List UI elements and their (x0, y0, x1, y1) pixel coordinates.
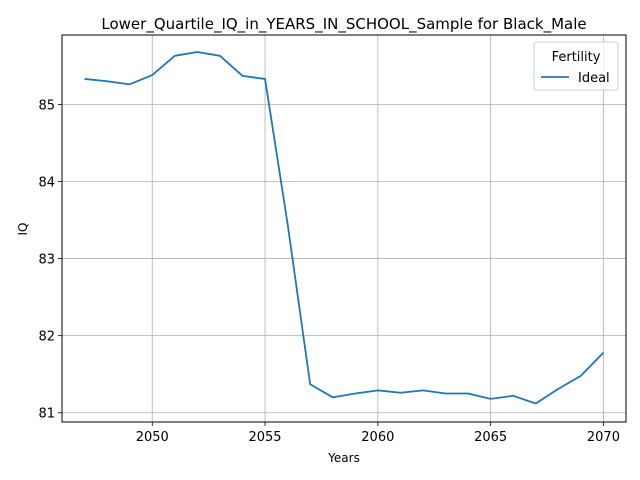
y-axis-label: IQ (16, 223, 30, 236)
y-tick-label: 84 (38, 175, 55, 190)
x-tick-label: 2050 (136, 430, 169, 445)
x-tick-label: 2055 (248, 430, 281, 445)
legend-box (533, 41, 619, 91)
plot-area-background (62, 35, 626, 422)
y-tick-label: 82 (38, 330, 55, 345)
y-tick-label: 85 (38, 98, 55, 113)
x-tick-label: 2060 (361, 430, 394, 445)
legend: Fertility Ideal (533, 41, 619, 91)
series-line-ideal (84, 51, 605, 405)
x-tick-label: 2070 (587, 430, 620, 445)
grid-lines (62, 35, 626, 422)
y-tick-label: 81 (38, 407, 55, 422)
series-layer (84, 51, 605, 405)
legend-label-ideal: Ideal (578, 71, 610, 86)
y-tick-label: 83 (38, 253, 55, 268)
plot-frame (61, 34, 627, 423)
x-tick-label: 2065 (474, 430, 507, 445)
legend-title: Fertility (552, 50, 601, 65)
chart-title: Lower_Quartile_IQ_in_YEARS_IN_SCHOOL_Sam… (101, 15, 586, 34)
x-axis: 2050 2055 2060 2065 2070 (136, 422, 620, 445)
x-axis-label: Years (327, 451, 360, 465)
y-axis: 81 82 83 84 85 (38, 98, 62, 422)
